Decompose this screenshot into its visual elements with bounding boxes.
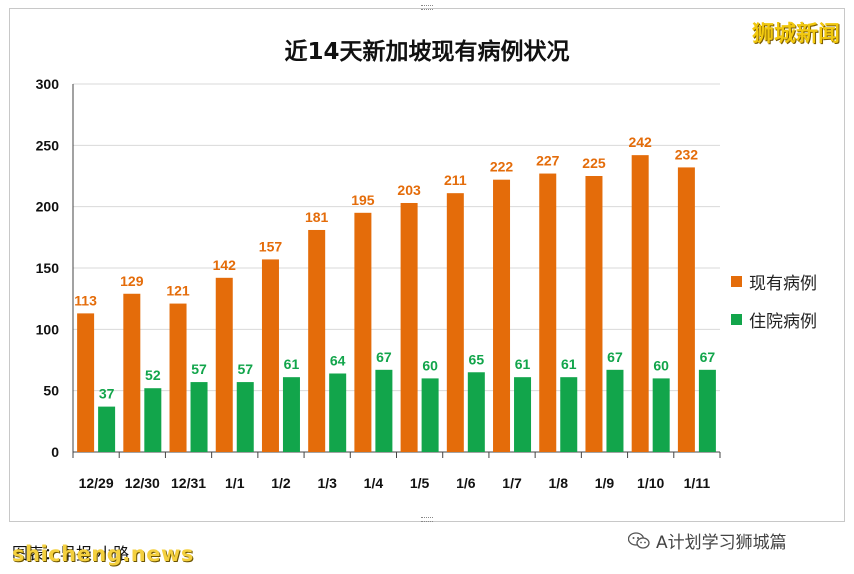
bar-current	[631, 155, 649, 452]
data-label-hospital: 64	[330, 352, 346, 368]
legend-label-hospital: 住院病例	[749, 311, 817, 332]
bar-hospital	[329, 373, 347, 452]
legend-label-current: 现有病例	[749, 273, 817, 294]
brand-watermark: 狮城新闻	[751, 22, 840, 47]
source-credit: 图表：早报·小路	[12, 544, 130, 563]
x-tick-label: 1/4	[364, 475, 384, 491]
data-label-hospital: 67	[700, 349, 716, 365]
x-tick-label: 12/29	[79, 475, 114, 491]
bar-hospital	[190, 382, 208, 452]
data-label-current: 211	[444, 172, 467, 188]
x-tick-label: 1/3	[317, 475, 337, 491]
data-label-current: 142	[213, 257, 237, 273]
y-tick-label: 150	[36, 260, 60, 276]
data-label-current: 195	[351, 192, 375, 208]
data-label-hospital: 60	[653, 357, 669, 373]
data-label-hospital: 61	[561, 356, 577, 372]
data-label-hospital: 67	[607, 349, 623, 365]
x-tick-label: 1/6	[456, 475, 476, 491]
x-tick-label: 1/1	[225, 475, 245, 491]
data-label-hospital: 61	[515, 356, 531, 372]
bar-hospital	[467, 372, 485, 452]
data-label-current: 121	[166, 283, 190, 299]
bar-hospital	[560, 377, 578, 452]
legend-swatch-current	[731, 275, 742, 287]
bar-current	[215, 277, 233, 452]
bar-current	[539, 173, 557, 452]
bar-current	[261, 259, 279, 452]
bar-current	[169, 303, 187, 452]
bars	[77, 155, 716, 452]
bar-hospital	[375, 369, 393, 452]
chart-title: 近14天新加坡现有病例状况	[284, 39, 570, 65]
data-label-current: 113	[74, 292, 97, 308]
data-label-current: 181	[305, 209, 329, 225]
y-tick-label: 100	[36, 321, 60, 337]
x-tick-label: 1/7	[502, 475, 522, 491]
data-label-hospital: 65	[469, 351, 485, 367]
bar-current	[308, 229, 326, 452]
data-label-current: 242	[628, 134, 652, 150]
data-label-hospital: 37	[99, 386, 115, 402]
data-label-current: 203	[397, 182, 421, 198]
bar-current	[446, 193, 464, 452]
data-label-hospital: 52	[145, 367, 161, 383]
bar-hospital	[282, 377, 300, 452]
x-tick-label: 1/5	[410, 475, 430, 491]
legend-item-current: 现有病例	[731, 262, 817, 300]
legend: 现有病例 住院病例	[731, 262, 817, 338]
bar-hospital	[421, 378, 439, 452]
data-label-current: 222	[490, 159, 514, 175]
data-label-current: 227	[536, 153, 560, 169]
x-tick-label: 1/9	[595, 475, 615, 491]
data-label-current: 225	[582, 155, 606, 171]
y-tick-label: 50	[43, 383, 59, 399]
legend-swatch-hospital	[731, 313, 742, 325]
resize-handle-bottom[interactable]	[421, 517, 433, 522]
bar-hospital	[698, 369, 716, 452]
bar-current	[493, 179, 511, 452]
data-label-current: 232	[675, 146, 699, 162]
x-tick-label: 1/11	[684, 475, 711, 491]
wechat-icon	[627, 531, 650, 550]
data-label-hospital: 67	[376, 349, 392, 365]
wechat-label: A计划学习狮城篇	[656, 533, 787, 553]
site-watermark: shicheng.news	[12, 542, 194, 566]
bar-current	[77, 313, 95, 452]
bar-current	[354, 212, 372, 452]
legend-item-hospital: 住院病例	[731, 300, 817, 338]
bar-hospital	[144, 388, 162, 452]
x-tick-label: 12/30	[125, 475, 160, 491]
data-label-hospital: 57	[237, 361, 253, 377]
data-label-hospital: 60	[422, 357, 438, 373]
wechat-account: A计划学习狮城篇	[627, 528, 787, 553]
y-tick-label: 300	[36, 76, 60, 92]
bar-current	[400, 202, 418, 452]
bar-hospital	[98, 406, 116, 452]
y-tick-label: 250	[36, 137, 60, 153]
data-label-hospital: 61	[284, 356, 300, 372]
axes: 0 50 100 150 200 250 300 12/29 12/30 12/31 1/1 1/2 1…	[36, 76, 721, 491]
x-tick-label: 1/10	[637, 475, 664, 491]
x-tick-label: 12/31	[171, 475, 206, 491]
data-label-hospital: 57	[191, 361, 207, 377]
bar-current	[677, 167, 695, 452]
y-tick-label: 0	[51, 444, 59, 460]
bar-hospital	[652, 378, 670, 452]
y-tick-label: 200	[36, 199, 60, 215]
bar-hospital	[514, 377, 532, 452]
x-tick-label: 1/2	[271, 475, 291, 491]
bar-current	[123, 293, 141, 452]
bar-hospital	[236, 382, 254, 452]
resize-handle-top[interactable]	[421, 5, 433, 10]
data-label-current: 157	[259, 238, 283, 254]
x-tick-label: 1/8	[549, 475, 569, 491]
data-labels: 113 37 129 52 121 57 142 57 157 61 181 64 195 67 203 60…	[74, 134, 715, 401]
bar-current	[585, 176, 603, 452]
bar-hospital	[606, 369, 624, 452]
data-label-current: 129	[120, 273, 144, 289]
